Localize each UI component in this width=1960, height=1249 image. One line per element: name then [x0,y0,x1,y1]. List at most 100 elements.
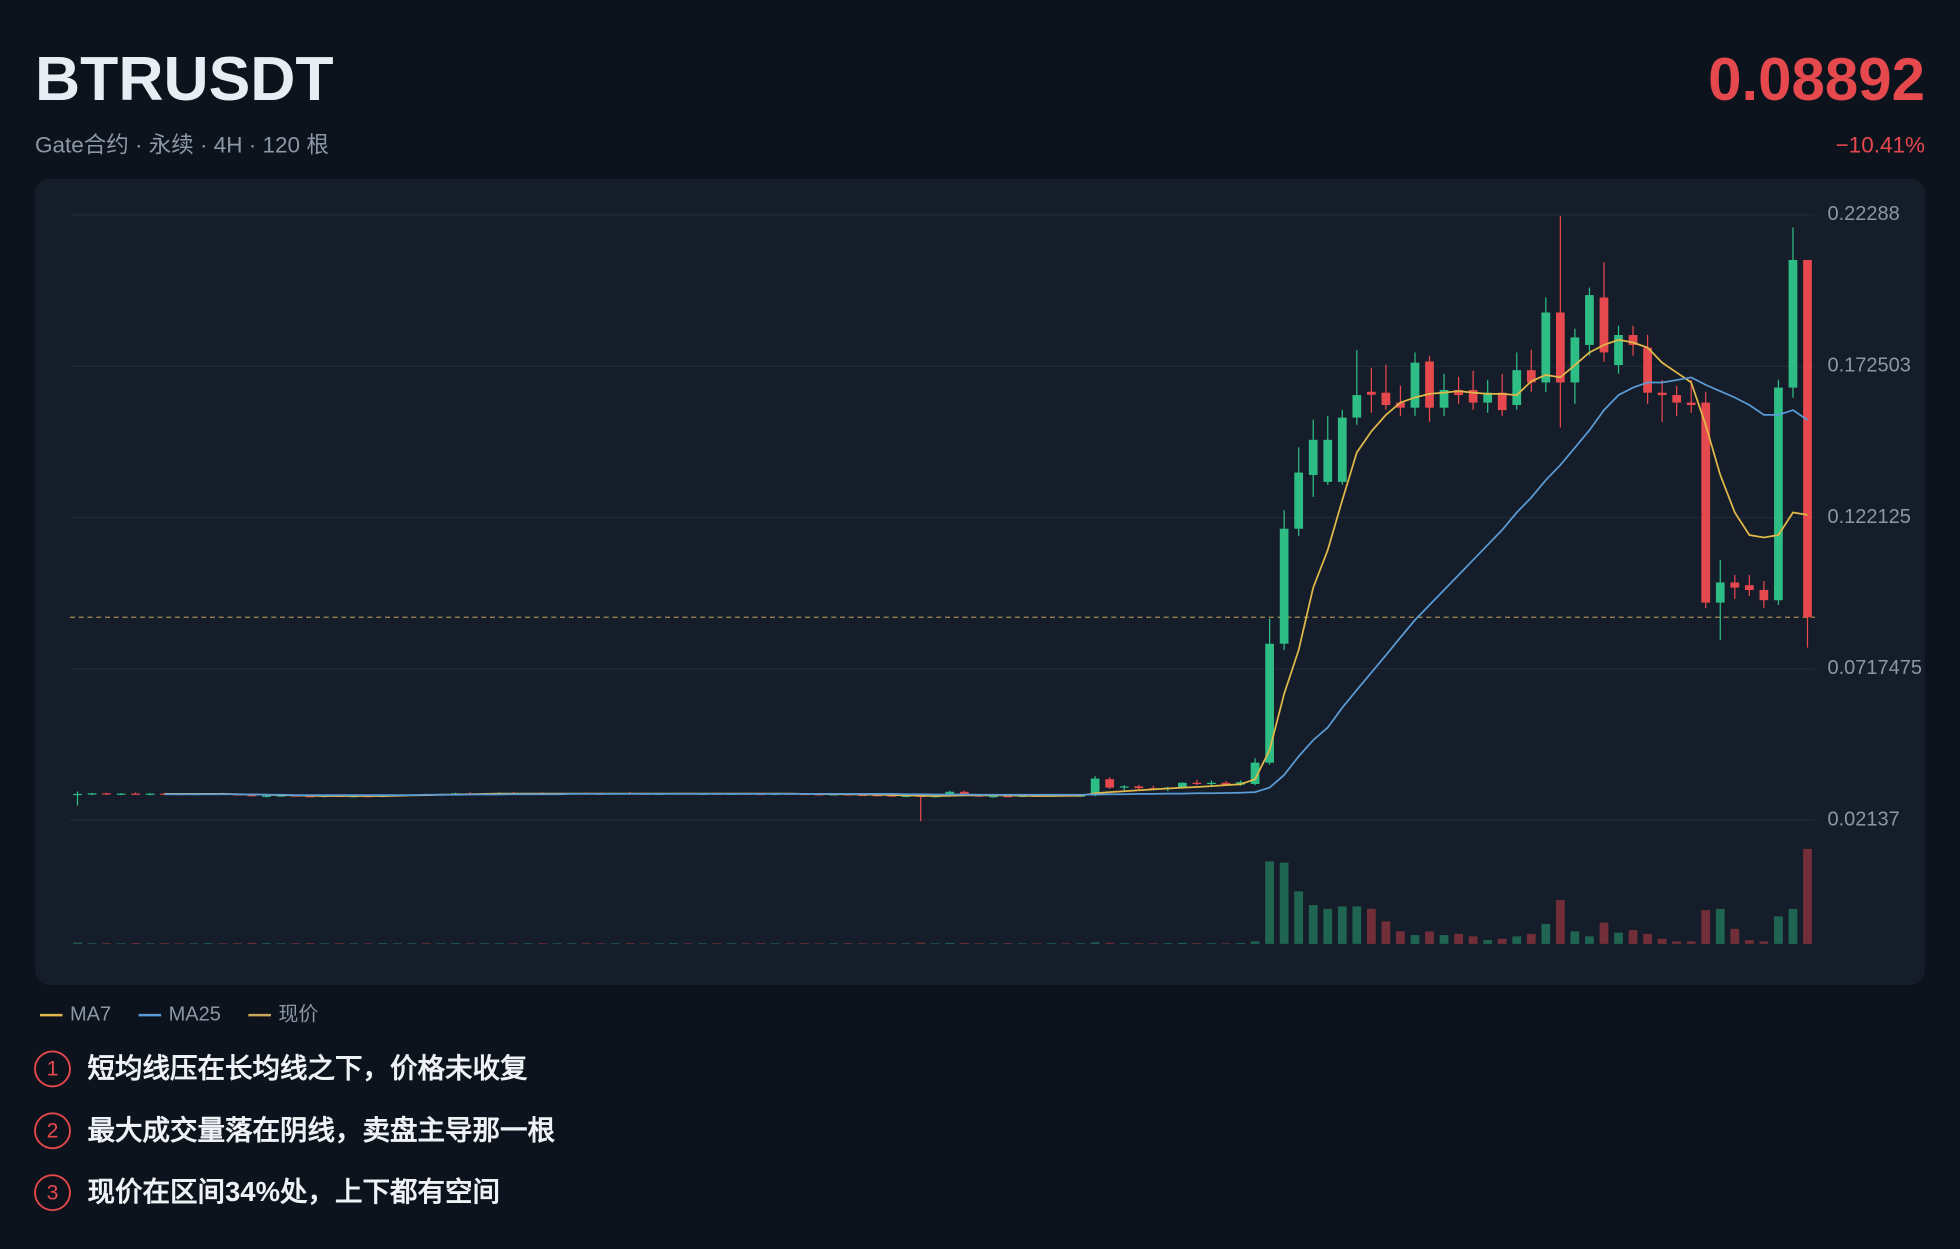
volume-bar [596,943,606,944]
legend-label: 现价 [278,1003,318,1025]
candle-body [814,794,824,796]
legend-label: MA25 [169,1003,221,1025]
volume-bar [203,943,213,944]
candle-body [1585,295,1594,345]
candle-body [1483,392,1493,403]
volume-bar [363,943,373,944]
volume-bar [567,943,577,944]
volume-bar [1425,931,1434,944]
volume-bar [334,943,344,944]
candle-body [1497,392,1507,411]
volume-bar [1628,930,1638,944]
chart-panel [35,178,1925,986]
volume-bar [1076,943,1085,944]
volume-bar [480,943,489,944]
candle-body [959,791,969,796]
volume-bar [291,943,300,944]
candle-body [1643,347,1652,393]
volume-bar [1614,932,1623,944]
volume-bar [1730,928,1740,944]
candle-body [1105,779,1115,788]
candle-body [1207,782,1216,785]
volume-bar [1483,940,1493,944]
volume-bar [1265,861,1274,944]
candle-body [305,795,315,798]
note-badge [34,1174,71,1212]
volume-bar [1163,943,1173,944]
candle-body [1803,259,1812,618]
note-text: 现价在区间34%处，上下都有空间 [88,1176,501,1207]
candle-body [858,794,867,797]
volume-bar [1134,943,1144,944]
candle-body [1774,387,1783,601]
volume-bar [509,943,519,944]
volume-bar [770,943,780,944]
volume-bar [1177,942,1187,944]
candle-body [1672,395,1682,403]
candle-body [1396,402,1405,408]
change: −10.41% [1836,133,1925,158]
candle-body [262,795,271,797]
note-text: 最大成交量落在阴线，卖盘主导那一根 [88,1114,556,1145]
candle-body [1541,312,1551,383]
volume-bar [189,943,199,944]
volume-bar [1279,862,1289,944]
y-tick-label: 0.172503 [1828,355,1911,377]
candle-body [1788,259,1798,388]
candle-body [1526,370,1536,383]
volume-bar [1512,936,1522,944]
subtitle: Gate合约 · 永续 · 4H · 120 根 [35,133,329,158]
volume-bar [1715,908,1725,944]
volume-bar [102,943,111,944]
volume-bar [145,943,155,944]
candle-body [247,794,257,797]
volume-bar [1759,941,1769,944]
volume-bar [1439,935,1449,944]
volume-bar [1396,931,1405,944]
candle-body [145,793,155,795]
candle-body [1323,439,1333,482]
volume-bar [276,943,286,944]
candle-body [1119,786,1129,788]
candle-body [276,795,286,797]
volume-bar [494,943,504,944]
candle-body [1701,402,1711,603]
volume-bar [727,943,737,944]
candle-body [1454,389,1463,396]
candle-body [1628,335,1638,345]
volume-bar [640,943,649,944]
candle-body [1425,361,1434,408]
candle-body [87,793,97,795]
volume-bar [422,943,431,944]
volume-bar [800,943,809,944]
volume-bar [451,943,460,944]
volume-bar [1788,908,1798,944]
volume-bar [1497,938,1507,944]
candle-body [872,795,882,797]
candle-body [1468,389,1478,403]
volume-bar [814,943,824,944]
volume-bar [174,943,184,944]
volume-bar [669,943,678,944]
note-badge [34,1050,71,1088]
volume-bar [829,943,838,944]
volume-bar [1468,936,1478,944]
volume-bar [1803,848,1812,944]
volume-bar [945,942,955,944]
volume-bar [73,942,82,944]
volume-bar [872,943,882,944]
volume-bar [465,943,475,944]
volume-bar [1454,933,1463,944]
volume-bar [1541,923,1551,944]
candle-body [1279,528,1289,644]
volume-bar [1657,938,1667,944]
volume-bar [320,943,330,944]
volume-bar [160,943,170,944]
volume-bar [1061,943,1071,944]
volume-bar [683,943,693,944]
note-number: 1 [47,1057,59,1081]
candle-body [1439,389,1449,408]
volume-bar [756,943,766,944]
candle-body [1192,782,1202,785]
